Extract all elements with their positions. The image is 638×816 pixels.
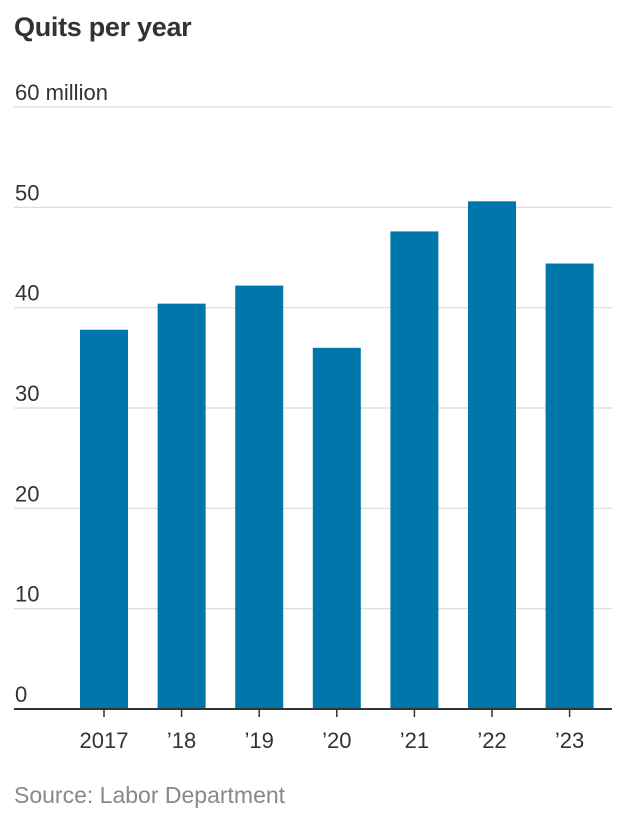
bar-4 xyxy=(390,231,439,709)
y-tick-label-0: 0 xyxy=(15,682,27,707)
bar-0 xyxy=(80,329,128,709)
x-tick-label-6: ’23 xyxy=(555,728,584,753)
bar-1 xyxy=(157,303,206,709)
y-tick-label-40: 40 xyxy=(15,281,39,306)
y-tick-label-10: 10 xyxy=(15,582,39,607)
x-tick-label-5: ’22 xyxy=(477,728,506,753)
x-tick-label-2: ’19 xyxy=(245,728,274,753)
x-axis xyxy=(14,708,612,717)
chart-title: Quits per year xyxy=(14,12,192,42)
bar-6 xyxy=(545,263,594,709)
x-tick-label-0: 2017 xyxy=(80,728,129,753)
y-tick-label-50: 50 xyxy=(15,180,39,205)
x-tick-label-1: ’18 xyxy=(167,728,196,753)
source-note: Source: Labor Department xyxy=(14,782,286,808)
x-axis-labels: 2017 ’18 ’19 ’20 ’21 ’22 ’23 xyxy=(80,728,585,753)
x-tick-label-3: ’20 xyxy=(322,728,351,753)
bar-3 xyxy=(312,347,361,709)
y-axis-labels: 0 10 20 30 40 50 60 million xyxy=(15,80,108,707)
y-tick-label-20: 20 xyxy=(15,481,39,506)
y-tick-label-60: 60 million xyxy=(15,80,108,105)
y-tick-label-30: 30 xyxy=(15,381,39,406)
bars xyxy=(80,201,594,709)
bar-5 xyxy=(468,201,516,709)
x-tick-label-4: ’21 xyxy=(400,728,429,753)
bar-2 xyxy=(235,285,284,709)
